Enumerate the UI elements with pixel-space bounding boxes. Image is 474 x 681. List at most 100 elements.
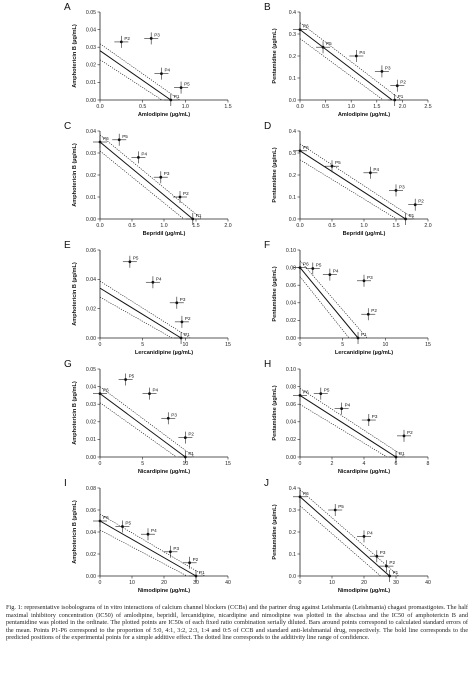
- y-axis-title: Amphotericin B (µg/mL): [72, 381, 78, 445]
- y-tick-label: 0.04: [86, 27, 96, 33]
- confidence-line-lower: [99, 529, 188, 577]
- y-tick-label: 0.00: [286, 336, 296, 342]
- y-tick-label: 0.08: [286, 265, 296, 271]
- x-axis-title: Nimodipine (µg/mL): [338, 588, 390, 594]
- x-tick-label: 30: [193, 580, 199, 586]
- data-point: [191, 217, 195, 221]
- data-point: [298, 495, 302, 499]
- y-tick-label: 0.2: [289, 173, 296, 179]
- x-axis-title: Lercanidipine (µg/mL): [335, 350, 393, 356]
- panel-letter: I: [64, 478, 67, 489]
- confidence-line-lower: [299, 505, 381, 577]
- isobologram-figure: A0.0 0.5 1.0 1.50.000.010.020.030.040.05Aml…: [64, 2, 432, 594]
- y-tick-label: 0.03: [86, 151, 96, 157]
- additivity-line: [299, 29, 393, 101]
- y-axis-title: Pentamidine (µg/mL): [272, 147, 278, 202]
- confidence-line-upper: [99, 134, 202, 220]
- data-point: [388, 574, 391, 578]
- panel-j: J 0 10 20 30 40 0.0 0.1 0.2 0.3 0.4 Nimodipine (µg/…: [264, 478, 431, 594]
- data-point: [188, 561, 192, 565]
- x-tick-label: 2.0: [424, 223, 431, 229]
- y-tick-label: 0.02: [86, 63, 96, 69]
- point-label: P2: [418, 199, 424, 204]
- y-axis-title: Pentamidine (µg/mL): [272, 28, 278, 83]
- data-point: [298, 394, 302, 397]
- x-tick-label: 2: [331, 461, 334, 467]
- confidence-line-lower: [99, 296, 173, 339]
- x-axis-title: Nimodipine (µg/mL): [138, 588, 190, 594]
- data-point: [166, 416, 170, 420]
- data-point: [98, 140, 102, 144]
- x-tick-label: 10: [182, 461, 188, 467]
- y-tick-label: 0.3: [289, 32, 296, 38]
- x-tick-label: 8: [427, 461, 430, 467]
- x-tick-label: 10: [129, 580, 135, 586]
- data-point: [380, 70, 384, 73]
- point-label: P1: [174, 94, 180, 99]
- data-point: [362, 279, 366, 283]
- x-tick-label: 10: [329, 580, 335, 586]
- point-label: P3: [399, 184, 405, 189]
- panel-g: G 0 5 10 15 0.00 0.01 0.02 0.03 0.04 0.05 Nicardipi…: [64, 359, 231, 475]
- x-tick-label: 2.5: [424, 104, 431, 110]
- point-label: P4: [141, 151, 147, 156]
- point-label: P1: [196, 213, 202, 218]
- y-axis-title: Amphotericin B (µg/mL): [72, 262, 78, 326]
- y-tick-label: 0.4: [289, 129, 296, 135]
- y-tick-label: 0.00: [286, 455, 296, 461]
- x-tick-label: 0: [299, 342, 302, 348]
- panel-letter: F: [264, 240, 270, 251]
- confidence-line-lower: [99, 150, 184, 220]
- confidence-line-upper: [299, 388, 406, 458]
- x-tick-label: 1.0: [160, 223, 167, 229]
- y-tick-label: 0.02: [286, 437, 296, 443]
- panel-letter: H: [264, 359, 271, 370]
- y-tick-label: 0.00: [86, 336, 96, 342]
- x-tick-label: 10: [382, 342, 388, 348]
- y-axis-title: Amphotericin B (µg/mL): [72, 143, 78, 207]
- additivity-line: [299, 267, 359, 339]
- data-point: [169, 98, 173, 102]
- x-axis-title: Nicardipine (µg/mL): [338, 469, 390, 475]
- point-label: P2: [188, 432, 194, 437]
- x-tick-label: 0: [99, 461, 102, 467]
- point-label: P3: [367, 275, 373, 280]
- point-label: P3: [164, 171, 170, 176]
- point-label: P5: [316, 262, 322, 267]
- panel-letter: D: [264, 121, 271, 132]
- point-label: P3: [154, 32, 160, 37]
- confidence-line-lower: [299, 404, 388, 458]
- panel-letter: A: [64, 2, 71, 13]
- point-label: P2: [193, 557, 199, 562]
- data-point: [362, 535, 366, 538]
- x-tick-label: 40: [225, 580, 231, 586]
- y-axis-title: Pentamidine (µg/mL): [272, 266, 278, 321]
- y-tick-label: 0.3: [289, 508, 296, 514]
- y-tick-label: 0.06: [286, 402, 296, 408]
- x-tick-label: 1.0: [182, 104, 189, 110]
- y-tick-label: 0.06: [86, 508, 96, 514]
- x-tick-label: 0.5: [322, 104, 329, 110]
- y-tick-label: 0.04: [86, 129, 96, 135]
- y-tick-label: 0.4: [289, 486, 296, 492]
- confidence-line-lower: [99, 402, 177, 458]
- data-point: [298, 266, 302, 269]
- point-label: P4: [373, 167, 379, 172]
- data-point: [402, 434, 406, 438]
- data-point: [394, 455, 398, 459]
- panel-b: B 0.0 0.5 1.0 1.5 2.0 2.5 0.0 0.1 0.2 0.3 0.4 Amlodi…: [264, 2, 432, 118]
- point-label: P5: [335, 160, 341, 165]
- y-tick-label: 0.02: [86, 173, 96, 179]
- data-point: [367, 418, 371, 422]
- additivity-line: [99, 520, 197, 577]
- y-tick-label: 0.01: [86, 80, 96, 86]
- point-label: P5: [122, 134, 128, 139]
- y-tick-label: 0.0: [289, 574, 296, 580]
- point-label: P1: [361, 332, 367, 337]
- point-label: P6: [303, 24, 309, 29]
- point-label: P4: [333, 269, 339, 274]
- point-label: P1: [399, 451, 405, 456]
- x-tick-label: 2.0: [399, 104, 406, 110]
- point-label: P4: [156, 276, 162, 281]
- y-tick-label: 0.4: [289, 10, 296, 16]
